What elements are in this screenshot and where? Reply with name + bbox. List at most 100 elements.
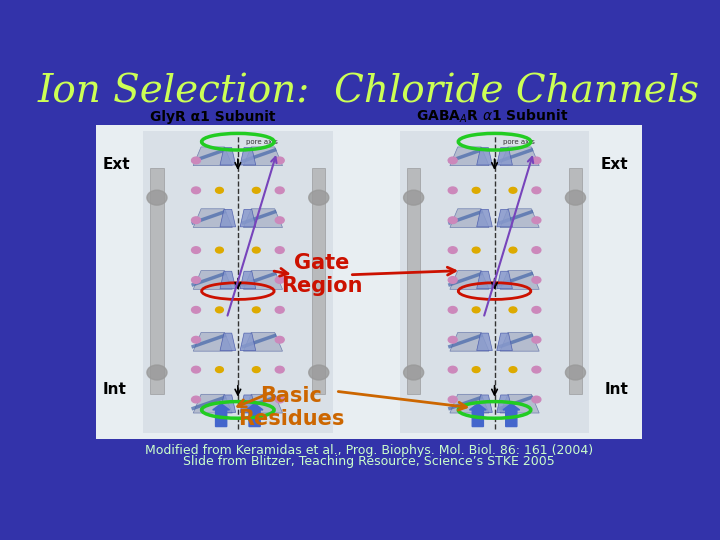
Polygon shape xyxy=(220,147,235,165)
Polygon shape xyxy=(477,271,492,289)
Polygon shape xyxy=(500,333,539,351)
Circle shape xyxy=(192,396,200,403)
Text: GlyR α1 Subunit: GlyR α1 Subunit xyxy=(150,110,276,124)
Bar xyxy=(400,131,590,433)
Circle shape xyxy=(215,367,223,373)
Polygon shape xyxy=(450,271,489,289)
Polygon shape xyxy=(243,394,282,413)
Bar xyxy=(407,167,420,394)
Circle shape xyxy=(253,307,260,313)
Circle shape xyxy=(275,217,284,224)
Circle shape xyxy=(275,187,284,194)
Circle shape xyxy=(472,247,480,253)
Polygon shape xyxy=(497,333,513,350)
Circle shape xyxy=(449,247,457,253)
Circle shape xyxy=(532,307,541,313)
Polygon shape xyxy=(243,147,282,166)
Circle shape xyxy=(309,365,329,380)
Circle shape xyxy=(275,366,284,373)
Text: GABA$_A$R $\alpha$1 Subunit: GABA$_A$R $\alpha$1 Subunit xyxy=(415,108,568,125)
Polygon shape xyxy=(193,271,233,289)
Circle shape xyxy=(449,366,457,373)
Circle shape xyxy=(192,247,200,253)
Polygon shape xyxy=(477,147,492,165)
Text: Ion Selection:  Chloride Channels: Ion Selection: Chloride Channels xyxy=(38,73,700,110)
Circle shape xyxy=(449,217,457,224)
Circle shape xyxy=(472,307,480,313)
Polygon shape xyxy=(193,209,233,227)
Circle shape xyxy=(532,336,541,343)
Circle shape xyxy=(532,276,541,284)
Circle shape xyxy=(449,396,457,403)
Circle shape xyxy=(449,276,457,284)
Circle shape xyxy=(215,187,223,193)
Polygon shape xyxy=(477,395,492,413)
Text: Int: Int xyxy=(102,382,126,396)
Circle shape xyxy=(192,336,200,343)
Text: Int: Int xyxy=(605,382,629,396)
Bar xyxy=(150,167,163,394)
Circle shape xyxy=(532,247,541,253)
Circle shape xyxy=(275,336,284,343)
Text: Gate
Region: Gate Region xyxy=(281,253,362,296)
FancyArrow shape xyxy=(246,404,263,427)
Circle shape xyxy=(449,336,457,343)
Bar xyxy=(96,125,642,439)
Circle shape xyxy=(192,366,200,373)
Bar xyxy=(312,167,325,394)
Text: Slide from Blitzer, Teaching Resource, Science’s STKE 2005: Slide from Blitzer, Teaching Resource, S… xyxy=(183,455,555,468)
Polygon shape xyxy=(500,147,539,166)
Text: Modified from Keramidas et al., Prog. Biophys. Mol. Biol. 86: 161 (2004): Modified from Keramidas et al., Prog. Bi… xyxy=(145,444,593,457)
Circle shape xyxy=(275,247,284,253)
Polygon shape xyxy=(500,394,539,413)
Circle shape xyxy=(509,307,517,313)
Circle shape xyxy=(532,366,541,373)
Polygon shape xyxy=(220,210,235,227)
Text: Basic
Residues: Basic Residues xyxy=(238,386,344,429)
Circle shape xyxy=(275,396,284,403)
Bar xyxy=(569,167,582,394)
Circle shape xyxy=(192,187,200,194)
Circle shape xyxy=(253,367,260,373)
Circle shape xyxy=(509,187,517,193)
Polygon shape xyxy=(497,271,513,289)
Text: pore axis: pore axis xyxy=(503,139,535,145)
Polygon shape xyxy=(450,394,489,413)
Circle shape xyxy=(192,157,200,164)
Circle shape xyxy=(275,276,284,284)
Polygon shape xyxy=(243,333,282,351)
Circle shape xyxy=(404,365,423,380)
Circle shape xyxy=(192,276,200,284)
Polygon shape xyxy=(193,394,233,413)
Polygon shape xyxy=(243,209,282,227)
Circle shape xyxy=(404,190,423,205)
Circle shape xyxy=(147,365,167,380)
Polygon shape xyxy=(450,147,489,166)
Polygon shape xyxy=(497,147,513,165)
Circle shape xyxy=(509,247,517,253)
Polygon shape xyxy=(477,333,492,350)
FancyArrow shape xyxy=(469,404,486,427)
Text: Ext: Ext xyxy=(102,157,130,172)
Circle shape xyxy=(192,217,200,224)
Polygon shape xyxy=(220,333,235,350)
Circle shape xyxy=(309,190,329,205)
Polygon shape xyxy=(243,271,282,289)
Circle shape xyxy=(449,307,457,313)
Polygon shape xyxy=(450,333,489,351)
Circle shape xyxy=(215,307,223,313)
Circle shape xyxy=(532,187,541,194)
Polygon shape xyxy=(497,210,513,227)
Circle shape xyxy=(472,367,480,373)
Circle shape xyxy=(532,217,541,224)
Polygon shape xyxy=(240,395,256,413)
Circle shape xyxy=(565,365,585,380)
Polygon shape xyxy=(220,395,235,413)
Circle shape xyxy=(253,247,260,253)
Polygon shape xyxy=(220,271,235,289)
Polygon shape xyxy=(240,147,256,165)
Text: Ext: Ext xyxy=(601,157,629,172)
Circle shape xyxy=(449,157,457,164)
Circle shape xyxy=(253,187,260,193)
Circle shape xyxy=(147,190,167,205)
